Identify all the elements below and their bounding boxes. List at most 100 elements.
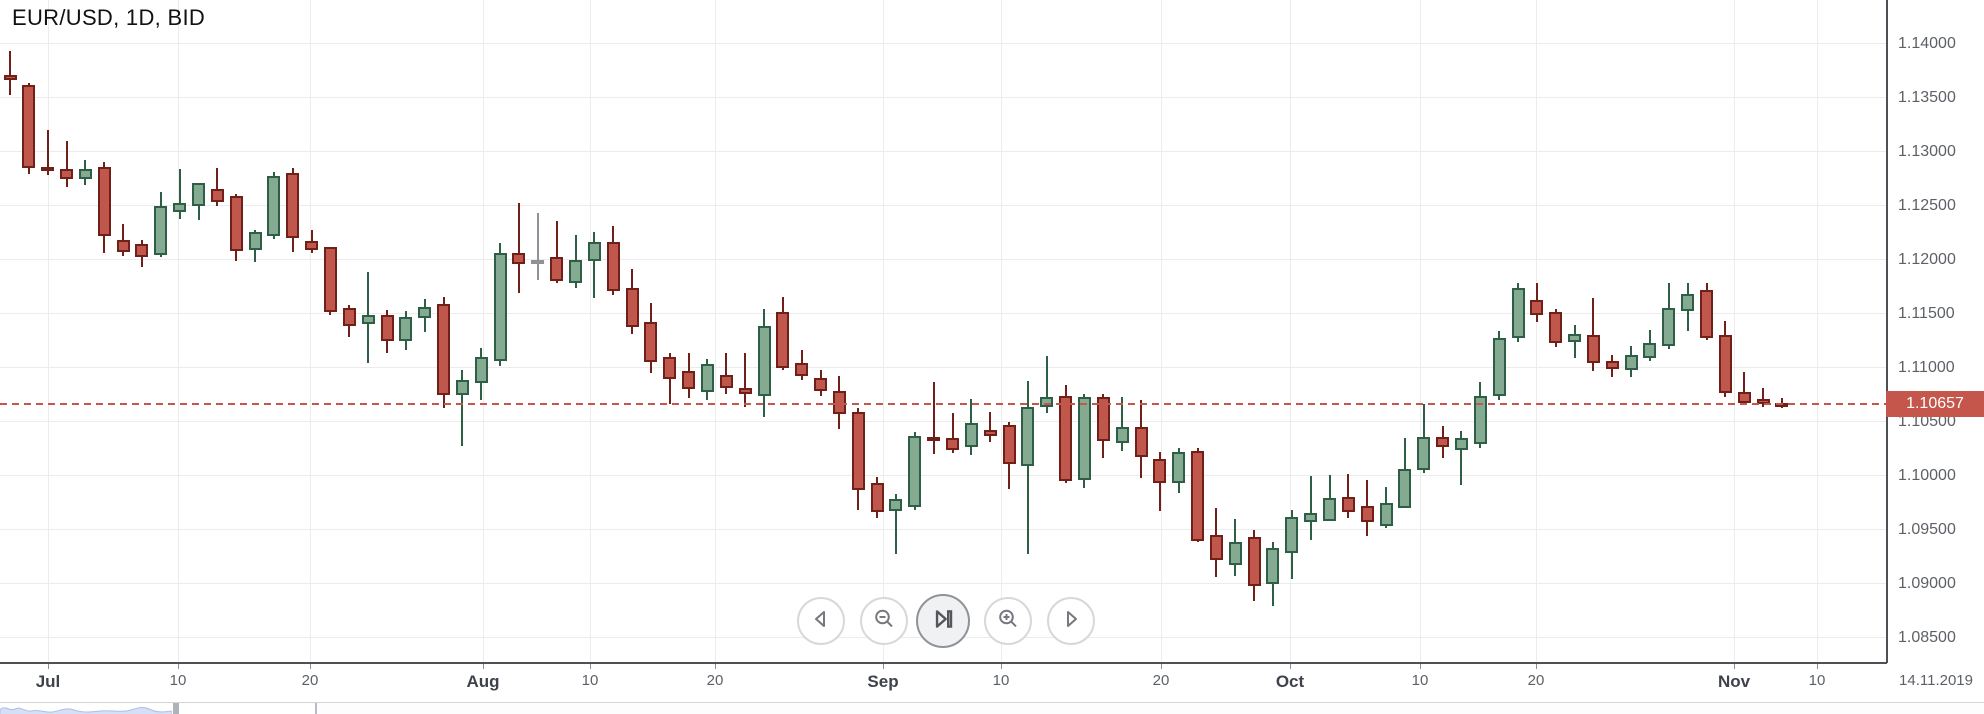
candle-body [1455,438,1468,450]
candle-body [381,315,394,341]
h-gridline [0,97,1887,98]
symbol-title[interactable]: EUR/USD, 1D, BID [12,5,206,30]
price-tick-label: 1.12500 [1898,197,1956,214]
candle-body [22,85,35,168]
v-gridline [1161,0,1162,663]
chart-canvas[interactable] [0,0,1887,663]
candle-body [117,240,130,252]
candle-body [1342,497,1355,512]
candle-body [927,437,940,441]
candle-body [1153,459,1166,483]
candle-body [305,241,318,250]
price-tick-label: 1.12000 [1898,251,1956,268]
candle-body [531,260,544,264]
candle-wick [1121,397,1123,451]
candle-body [1493,338,1506,396]
h-gridline [0,367,1887,368]
candle-body [324,247,337,312]
last-date-label: 14.11.2019 [1899,672,1973,689]
candle-body [286,173,299,238]
candle-body [154,206,167,255]
candle-wick [9,51,11,95]
h-gridline [0,529,1887,530]
time-tick-label: 20 [706,672,724,689]
candle-body [682,371,695,389]
navigator-handle[interactable] [172,703,180,714]
candle-wick [1743,372,1745,405]
candle-wick [47,130,49,175]
time-tick-label: Nov [1717,672,1751,691]
zoom-out-button[interactable] [860,597,908,645]
candle-body [1417,437,1430,470]
candle-body [437,304,450,395]
chevron-left-icon [809,607,833,636]
candle-body [1549,312,1562,343]
scroll-left-button[interactable] [797,597,845,645]
candle-body [1059,396,1072,481]
candle-body [701,364,714,392]
candle-body [1285,517,1298,553]
candle-wick [518,203,520,293]
candle-wick [1310,476,1312,540]
navigator-right-section [315,703,1984,714]
v-gridline [1734,0,1735,663]
candle-body [1681,294,1694,311]
candle-body [1606,361,1619,369]
time-tick-label: Aug [466,672,500,691]
v-gridline [48,0,49,663]
v-gridline [883,0,884,663]
candle-body [569,260,582,283]
v-gridline [1817,0,1818,663]
v-gridline [1420,0,1421,663]
candle-wick [952,413,954,453]
candle-wick [933,382,935,454]
range-navigator[interactable] [0,702,1984,714]
candle-body [1625,355,1638,370]
time-tick-label: 10 [1411,672,1429,689]
candle-body [79,169,92,179]
candle-body [343,308,356,326]
candle-body [249,232,262,250]
candle-body [135,244,148,257]
candle-body [475,357,488,383]
candle-body [550,257,563,281]
time-tick [1420,664,1421,669]
candle-body [1568,334,1581,342]
candle-body [908,436,921,507]
candle-body [4,75,17,80]
time-axis[interactable]: Jul 10 20 Aug 10 20 Sep 10 20 Oct 10 20 Nov 10 [0,664,1887,702]
time-tick [883,664,884,669]
time-tick [178,664,179,669]
candle-body [1116,427,1129,443]
candle-body [1738,392,1751,403]
time-tick-label: 10 [992,672,1010,689]
price-tick-label: 1.13000 [1898,143,1956,160]
candle-body [362,315,375,324]
time-tick-label: 10 [581,672,599,689]
chevron-right-icon [1059,607,1083,636]
candle-body [1512,288,1525,338]
time-tick [590,664,591,669]
skip-to-end-icon [930,606,956,637]
candle-wick [537,213,539,280]
candle-wick [461,370,463,446]
candle-body [814,378,827,391]
price-axis-border [1886,0,1888,663]
scroll-right-button[interactable] [1047,597,1095,645]
candle-wick [1762,388,1764,407]
candle-body [1229,542,1242,565]
price-axis[interactable]: 1.14000 1.13500 1.13000 1.12500 1.12000 1.115… [1888,0,1984,663]
go-to-realtime-button[interactable] [916,594,970,648]
h-gridline [0,475,1887,476]
time-tick [1734,664,1735,669]
time-tick [1817,664,1818,669]
candle-wick [989,412,991,442]
candle-wick [895,494,897,554]
candle-body [456,380,469,395]
candle-wick [725,353,727,394]
price-tick-label: 1.10500 [1898,413,1956,430]
v-gridline [178,0,179,663]
zoom-in-button[interactable] [984,597,1032,645]
price-tick-label: 1.11500 [1898,305,1955,322]
